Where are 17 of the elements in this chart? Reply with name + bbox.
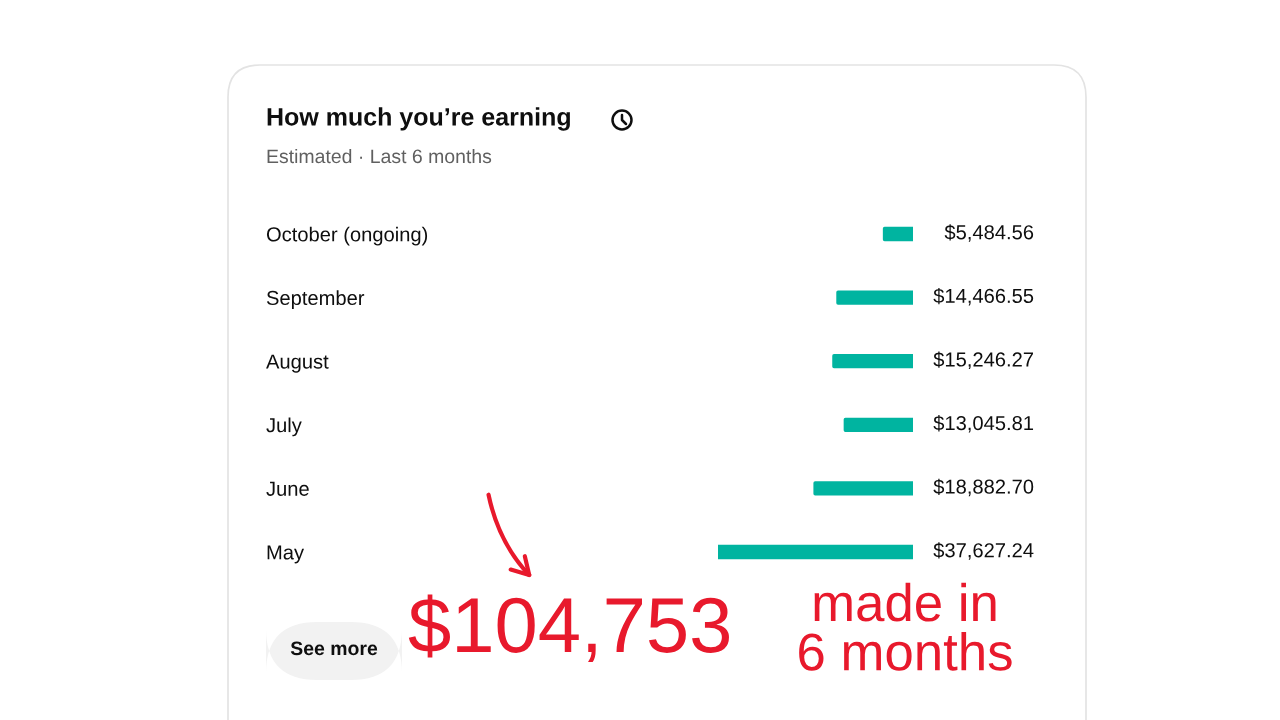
text: Estimated · Last 6 months	[267, 148, 492, 164]
y-tick-label: July	[266, 417, 302, 437]
y-tick-label: August	[266, 354, 329, 373]
y-tick-label: September	[266, 290, 365, 310]
y-tick-label: October (ongoing)	[266, 226, 428, 246]
text: $104,753	[408, 594, 729, 663]
data-label: $5,484.56	[944, 224, 1034, 242]
data-label: $14,466.55	[933, 287, 1034, 306]
y-tick-label: May	[267, 545, 305, 564]
text: See more	[290, 641, 378, 656]
y-tick-label: June	[266, 481, 309, 496]
data-label: $18,882.70	[933, 478, 1034, 497]
data-label: $15,246.27	[933, 351, 1033, 369]
text: How much you’re earning	[267, 107, 570, 131]
data-label: $37,627.24	[933, 542, 1034, 560]
data-label: $13,045.81	[933, 415, 1034, 433]
annotation: made in 6 months	[799, 582, 1012, 671]
